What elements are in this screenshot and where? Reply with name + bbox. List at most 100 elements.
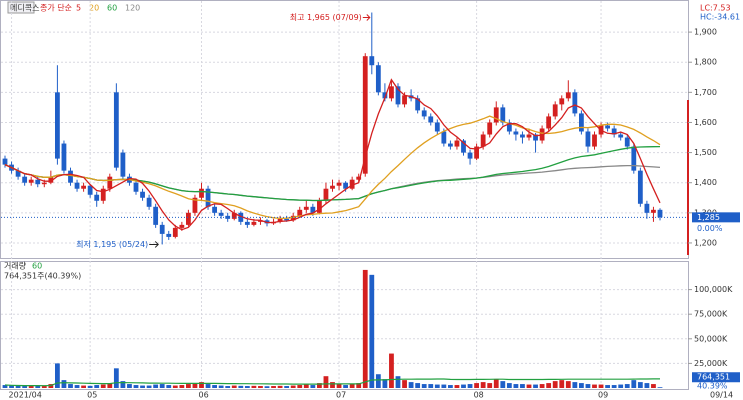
volume-bar — [9, 385, 14, 388]
volume-bar — [356, 383, 362, 388]
volume-bar — [375, 374, 381, 388]
candle-body — [251, 221, 257, 225]
candle-body — [565, 92, 571, 99]
low-arrow — [149, 241, 159, 248]
y-tick-label: 25,000K — [694, 359, 728, 368]
candle-body — [559, 98, 565, 105]
candle-body — [382, 92, 388, 99]
stock-name: 메디콕스 — [10, 4, 39, 13]
candle-body — [87, 185, 93, 195]
candle-body — [310, 206, 316, 213]
y-tick-label: 1,600 — [694, 118, 717, 127]
last-price-box — [692, 212, 740, 223]
last-date: 09/14 — [710, 391, 733, 400]
candle-body — [474, 146, 479, 159]
volume-bar — [330, 382, 335, 388]
candle-body — [172, 227, 178, 237]
candle-body — [94, 194, 100, 201]
volume-bar — [421, 384, 427, 388]
y-tick-label: 1,400 — [694, 178, 717, 187]
volume-bar — [415, 383, 421, 388]
candle-body — [317, 200, 322, 213]
volume-bar — [441, 384, 447, 388]
volume-bar — [434, 384, 440, 388]
ma-period: 120 — [125, 4, 140, 13]
candle-body — [513, 131, 519, 135]
volume-bar — [317, 383, 322, 388]
volume-bar — [343, 385, 348, 388]
volume-bar — [454, 385, 460, 388]
x-tick-label: 08 — [474, 391, 484, 400]
volume-bar — [251, 385, 257, 388]
low-annotation: 최저 1,195 (05/24) — [76, 239, 148, 249]
candle-body — [238, 212, 244, 222]
volume-bar — [369, 274, 375, 388]
volume-bar — [467, 384, 473, 388]
volume-bar — [644, 383, 650, 388]
volume-bar — [2, 385, 8, 388]
candle-body — [651, 209, 656, 213]
candle-body — [480, 134, 486, 147]
volume-bar — [526, 384, 532, 388]
volume-bar — [94, 385, 100, 388]
candle-body — [35, 179, 41, 185]
volume-bar — [533, 384, 538, 388]
candle-body — [500, 107, 506, 123]
volume-bar — [68, 384, 73, 388]
volume-bar — [552, 381, 558, 388]
volume-bar — [500, 381, 506, 388]
volume-bar — [480, 382, 486, 388]
candle-body — [113, 92, 119, 168]
volume-bar — [428, 384, 434, 388]
candle-body — [592, 134, 597, 147]
high-arrow — [362, 14, 371, 21]
candle-body — [225, 215, 231, 219]
volume-bar — [395, 376, 401, 388]
candle-body — [15, 170, 21, 177]
candle-body — [421, 110, 427, 117]
volume-bar — [153, 384, 159, 388]
volume-label: 거래량 — [4, 261, 27, 271]
volume-bar — [238, 385, 244, 388]
lc-label: LC:7.53 — [700, 4, 731, 13]
candle-body — [107, 176, 113, 189]
volume-bar — [179, 385, 185, 388]
name-box[interactable] — [7, 1, 35, 14]
volume-bar — [651, 384, 656, 388]
ma-line — [4, 78, 661, 231]
volume-bar — [28, 385, 34, 388]
candle-body — [441, 131, 447, 144]
candle-body — [533, 134, 538, 141]
candle-body — [448, 143, 453, 147]
candle-body — [493, 107, 499, 123]
volume-bar — [592, 384, 597, 388]
ma-line — [4, 115, 661, 220]
candle-body — [487, 122, 493, 135]
volume-bar — [74, 385, 80, 388]
volume-bar — [133, 385, 139, 388]
candle-body — [454, 140, 460, 147]
volume-info: 764,351주(40.39%) — [4, 272, 81, 281]
candle-body — [133, 182, 139, 192]
volume-bar — [41, 386, 47, 388]
ma-period: 60 — [107, 4, 117, 13]
candle-body — [618, 134, 624, 138]
ma-period: 5 — [76, 4, 81, 13]
volume-bar — [506, 383, 512, 388]
volume-bar — [657, 387, 663, 388]
y-tick-label: 1,500 — [694, 148, 717, 157]
hc-label: HC:-34.61 — [700, 13, 740, 22]
last-change: 0.00% — [697, 224, 723, 233]
candle-body — [657, 209, 663, 218]
candle-body — [55, 92, 60, 159]
candle-body — [48, 176, 54, 183]
volume-bar — [127, 384, 132, 388]
candle-body — [343, 182, 348, 189]
volume-bar — [35, 385, 41, 388]
candle-body — [120, 152, 126, 177]
candle-body — [159, 224, 165, 234]
candle-body — [303, 206, 309, 210]
candle-body — [205, 188, 211, 207]
volume-bar — [277, 385, 283, 388]
candle-body — [323, 188, 329, 201]
